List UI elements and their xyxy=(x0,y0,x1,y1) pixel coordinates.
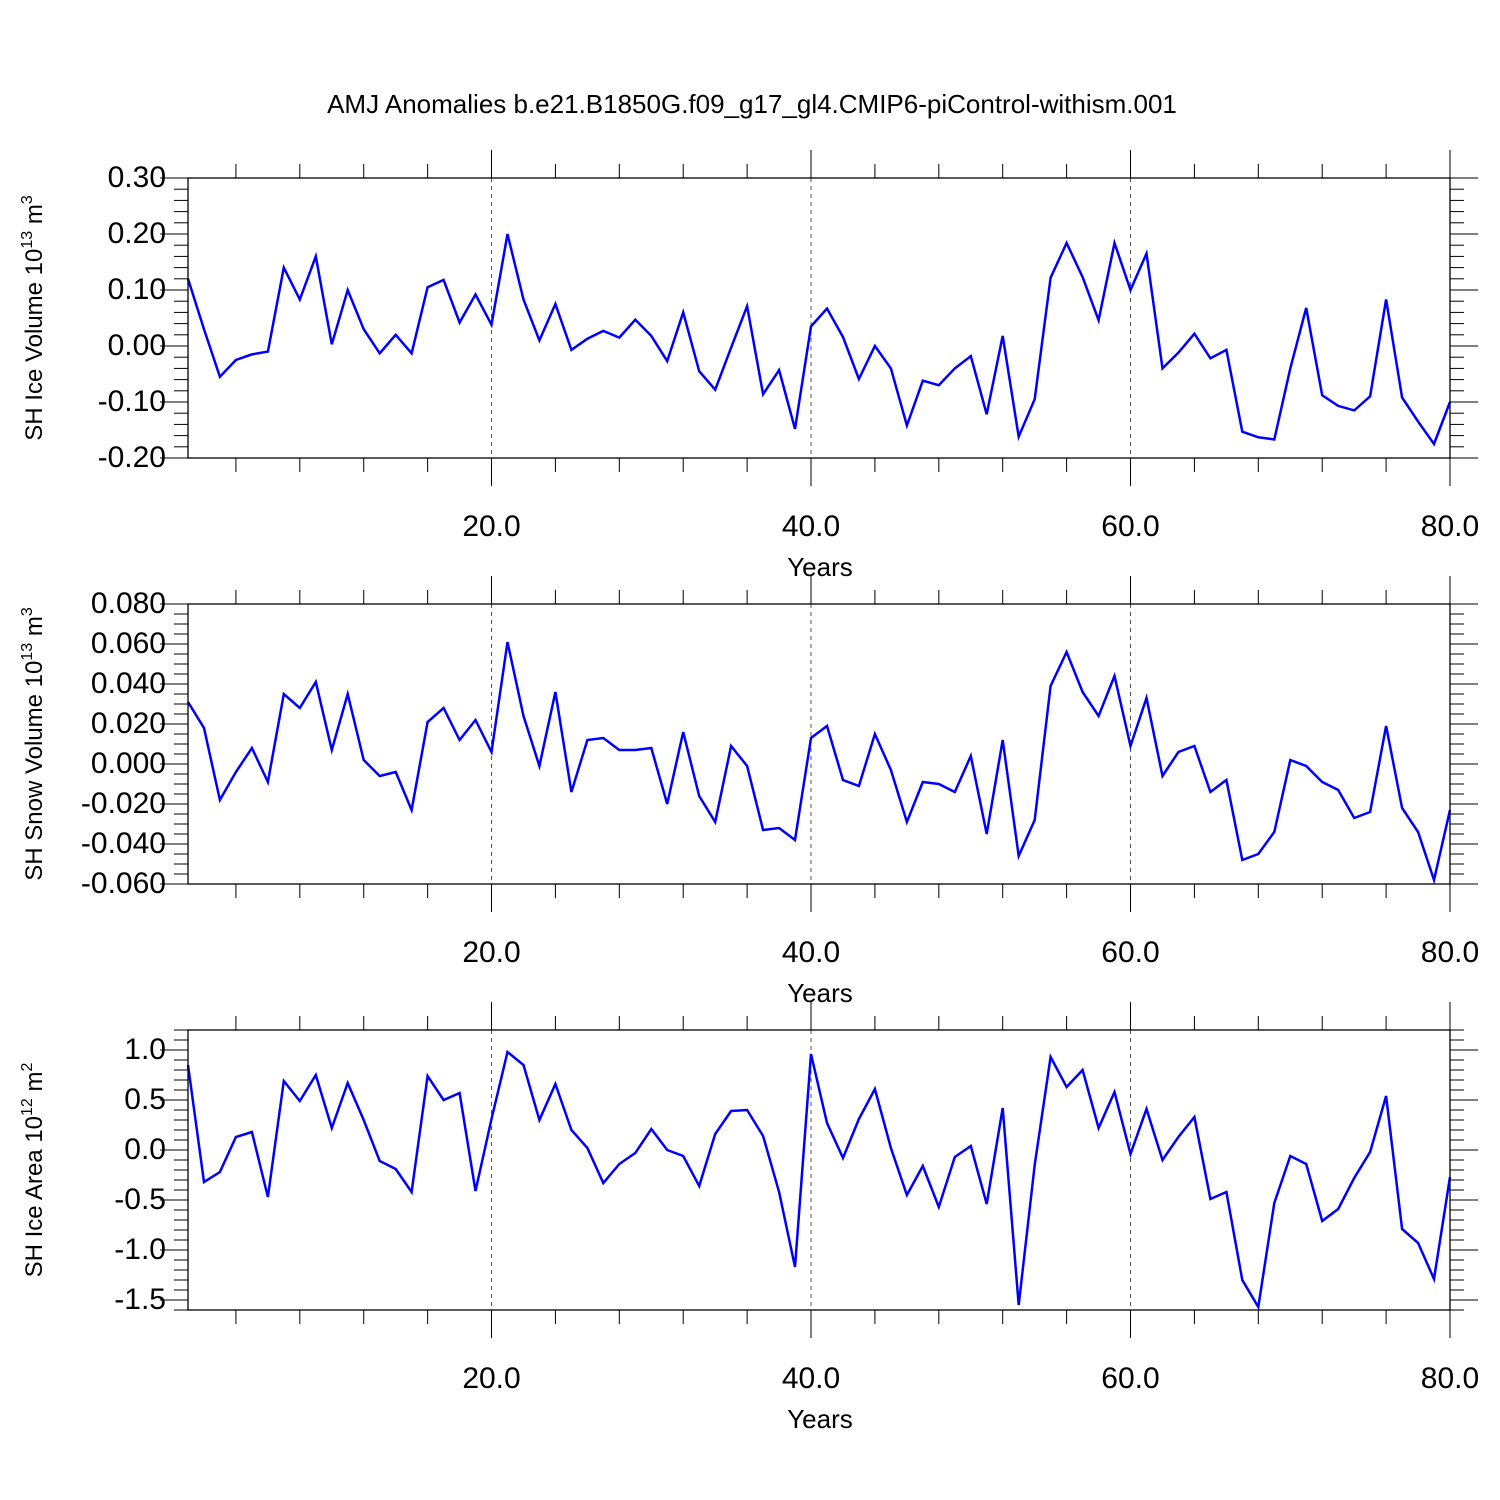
y-axis-label-unit-exponent: 3 xyxy=(19,607,36,616)
y-tick-label: -0.20 xyxy=(98,441,166,474)
y-tick-label: 0.080 xyxy=(91,587,166,620)
y-tick-label: -0.040 xyxy=(81,827,166,860)
x-axis-label: Years xyxy=(787,1404,853,1434)
y-tick-label: -1.0 xyxy=(114,1233,166,1266)
y-tick-label: 0.040 xyxy=(91,667,166,700)
y-tick-label: 0.10 xyxy=(108,273,166,306)
y-tick-label: 0.020 xyxy=(91,707,166,740)
series-line xyxy=(186,1049,1452,1311)
x-tick-label: 40.0 xyxy=(782,510,840,543)
y-axis-label-unit: m xyxy=(21,1072,48,1099)
y-axis-label-exponent: 13 xyxy=(19,643,36,661)
x-tick-label: 20.0 xyxy=(462,510,520,543)
series-line xyxy=(186,233,1452,447)
y-tick-label: 0.20 xyxy=(108,217,166,250)
x-axis-label: Years xyxy=(787,978,853,1008)
y-tick-label: 0.000 xyxy=(91,747,166,780)
x-tick-label: 20.0 xyxy=(462,1362,520,1395)
y-tick-label: -0.020 xyxy=(81,787,166,820)
x-tick-label: 60.0 xyxy=(1101,510,1159,543)
series-line xyxy=(186,641,1452,885)
plot-frame xyxy=(187,1029,1451,1311)
y-axis-label-unit-exponent: 2 xyxy=(19,1063,36,1072)
y-axis-label: SH Snow Volume 1013 m3 xyxy=(19,607,48,881)
x-tick-label: 80.0 xyxy=(1421,510,1479,543)
y-axis-label-main: SH Ice Volume 10 xyxy=(21,249,48,441)
x-tick-label: 60.0 xyxy=(1101,1362,1159,1395)
chart-panel-2: -0.060 -0.040 -0.020 0.000 0.020 0.040 0.060 0.… xyxy=(19,576,1479,1008)
y-axis-label: SH Ice Area 1012 m2 xyxy=(19,1063,48,1278)
y-axis-label-exponent: 13 xyxy=(19,231,36,249)
y-tick-label: -0.10 xyxy=(98,385,166,418)
y-axis-label-unit: m xyxy=(21,616,48,643)
y-tick-label: 0.00 xyxy=(108,329,166,362)
chart-title: AMJ Anomalies b.e21.B1850G.f09_g17_gl4.C… xyxy=(327,89,1177,119)
chart-panel-1: -0.20 -0.10 0.00 0.10 0.20 0.30 20.0 40.0 60.0 80… xyxy=(19,150,1479,582)
x-tick-label: 80.0 xyxy=(1421,936,1479,969)
plot-frame xyxy=(187,177,1451,459)
y-tick-label: -0.5 xyxy=(114,1183,166,1216)
y-axis-label-exponent: 12 xyxy=(19,1098,36,1116)
y-tick-label: 1.0 xyxy=(124,1033,166,1066)
y-axis-label-unit-exponent: 3 xyxy=(19,195,36,204)
y-axis-label-main: SH Ice Area 10 xyxy=(21,1116,48,1277)
x-tick-label: 40.0 xyxy=(782,1362,840,1395)
y-axis-label-unit: m xyxy=(21,204,48,231)
y-tick-label: 0.30 xyxy=(108,161,166,194)
y-axis-label-main: SH Snow Volume 10 xyxy=(21,661,48,881)
x-axis-label: Years xyxy=(787,552,853,582)
y-tick-label: 0.5 xyxy=(124,1083,166,1116)
plot-frame xyxy=(187,603,1451,885)
x-tick-label: 20.0 xyxy=(462,936,520,969)
y-axis-label: SH Ice Volume 1013 m3 xyxy=(19,195,48,441)
y-tick-label: -0.060 xyxy=(81,867,166,900)
x-tick-label: 80.0 xyxy=(1421,1362,1479,1395)
x-tick-label: 40.0 xyxy=(782,936,840,969)
chart-panel-3: -1.5 -1.0 -0.5 0.0 0.5 1.0 20.0 40.0 60.0 80.0 Yea… xyxy=(19,1002,1479,1434)
y-tick-label: 0.060 xyxy=(91,627,166,660)
y-tick-label: -1.5 xyxy=(114,1283,166,1316)
y-tick-label: 0.0 xyxy=(124,1133,166,1166)
x-tick-label: 60.0 xyxy=(1101,936,1159,969)
